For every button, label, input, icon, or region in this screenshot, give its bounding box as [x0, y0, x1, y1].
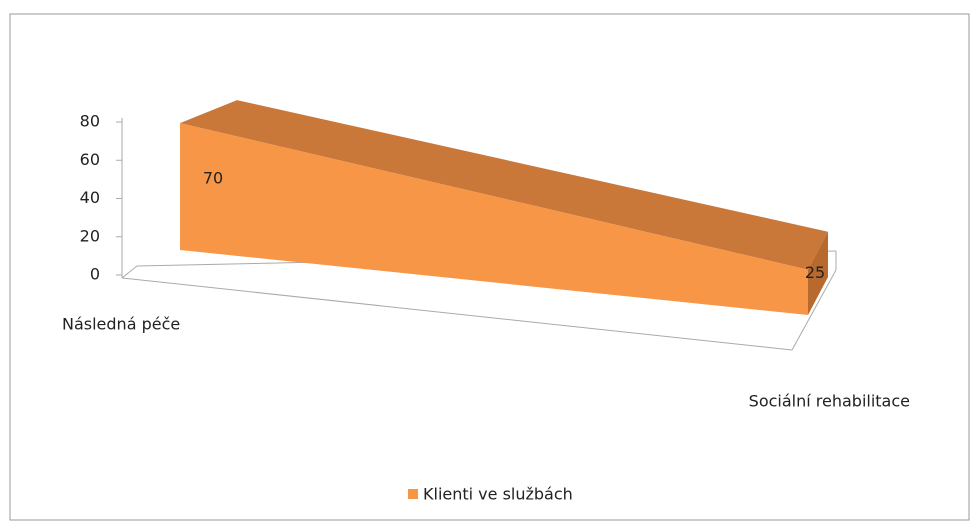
legend-label: Klienti ve službách	[423, 485, 573, 504]
y-tick-label: 80	[80, 112, 100, 131]
y-tick-label: 40	[80, 188, 100, 207]
data-label: 70	[203, 169, 223, 188]
y-tick-label: 0	[90, 265, 100, 284]
y-tick-label: 60	[80, 150, 100, 169]
ribbon-side	[808, 231, 828, 315]
x-tick-label: Sociální rehabilitace	[749, 392, 910, 411]
x-tick-label: Následná péče	[62, 315, 180, 334]
y-tick-label: 20	[80, 226, 100, 245]
ribbon-top	[180, 100, 828, 270]
legend-swatch	[408, 489, 418, 499]
data-label: 25	[805, 263, 825, 282]
ribbon-front	[180, 123, 808, 315]
